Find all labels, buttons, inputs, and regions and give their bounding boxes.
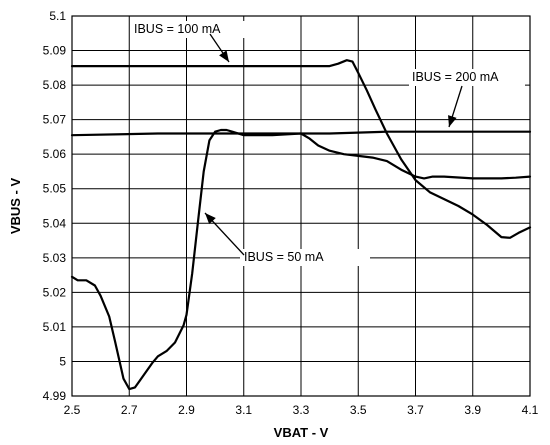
y-tick-label: 5.08 xyxy=(43,78,67,92)
x-tick-label: 3.9 xyxy=(464,403,481,417)
y-tick-label: 5.1 xyxy=(49,9,66,23)
annotation-arrowhead xyxy=(219,50,229,62)
annotation-backdrop xyxy=(240,249,370,266)
x-tick-label: 3.3 xyxy=(293,403,310,417)
annotation-backdrop xyxy=(131,21,267,38)
y-axis-title: VBUS - V xyxy=(8,178,23,235)
annotation-label: IBUS = 50 mA xyxy=(244,250,324,264)
x-tick-label: 3.1 xyxy=(235,403,252,417)
y-tick-label: 5.09 xyxy=(43,44,67,58)
y-tick-label: 5.04 xyxy=(43,216,67,230)
x-axis-title: VBAT - V xyxy=(274,425,329,440)
annotation-arrowhead xyxy=(205,213,216,225)
x-tick-labels: 2.5 2.7 2.9 3.1 3.3 3.5 3.7 3.9 4.1 xyxy=(64,403,539,417)
plot-frame xyxy=(71,15,531,397)
annotation-label: IBUS = 100 mA xyxy=(134,22,221,36)
series-line-1 xyxy=(70,59,532,239)
series-line-3 xyxy=(70,128,532,391)
x-tick-label: 2.9 xyxy=(178,403,195,417)
y-tick-label: 5 xyxy=(59,354,66,368)
y-tick-label: 5.01 xyxy=(43,320,67,334)
annotation-arrowhead xyxy=(448,115,457,127)
x-tick-label: 2.7 xyxy=(121,403,138,417)
annotation-label: IBUS = 200 mA xyxy=(412,70,499,84)
y-tick-label: 5.06 xyxy=(43,147,67,161)
y-tick-label: 5.05 xyxy=(43,182,67,196)
y-tick-label: 5.03 xyxy=(43,251,67,265)
series-group xyxy=(70,59,532,391)
y-tick-labels: 4.99 5 5.01 5.02 5.03 5.04 5.05 5.06 5.07 5.08 5.0… xyxy=(43,9,67,403)
y-tick-label: 5.07 xyxy=(43,113,67,127)
y-tick-label: 4.99 xyxy=(43,389,67,403)
y-tick-label: 5.02 xyxy=(43,285,67,299)
annotation-backdrop xyxy=(409,69,525,86)
x-tick-label: 3.5 xyxy=(350,403,367,417)
x-tick-label: 3.7 xyxy=(407,403,424,417)
x-tick-label: 2.5 xyxy=(64,403,81,417)
x-tick-label: 4.1 xyxy=(522,403,539,417)
annotations: IBUS = 100 mA IBUS = 200 mA IBUS = 50 mA xyxy=(131,21,525,266)
